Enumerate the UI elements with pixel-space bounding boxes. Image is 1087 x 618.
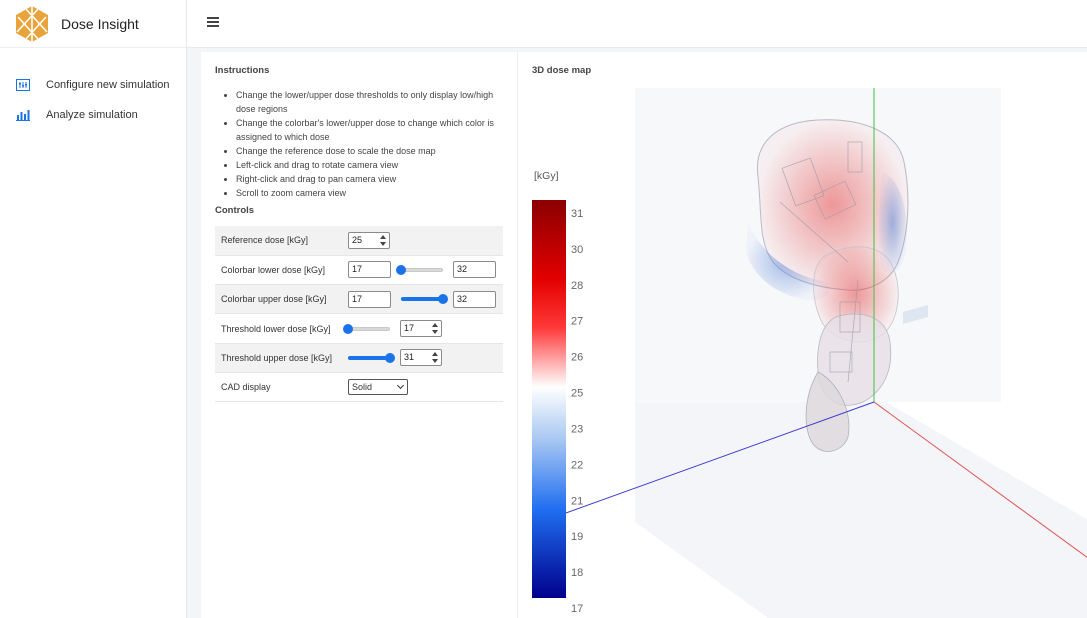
- sliders-chart-icon: [16, 79, 30, 91]
- sidebar-item-label: Analyze simulation: [46, 109, 138, 121]
- slider-thumb[interactable]: [343, 323, 353, 334]
- colorbar-tick-label: 26: [571, 352, 583, 364]
- cad-display-value: Solid: [352, 382, 373, 393]
- colorbar-tick-label: 22: [571, 459, 583, 471]
- threshold-upper-label: Threshold upper dose [kGy]: [215, 343, 348, 373]
- slider-thumb[interactable]: [438, 294, 448, 305]
- settings-panel: Instructions Change the lower/upper dose…: [201, 52, 517, 618]
- colorbar-lower-input[interactable]: 17: [348, 261, 391, 279]
- spinner-arrows-icon[interactable]: [432, 352, 438, 364]
- instruction-item: Change the reference dose to scale the d…: [236, 144, 511, 158]
- colorbar-tick-label: 19: [571, 531, 583, 543]
- threshold-upper-slider[interactable]: [348, 352, 395, 363]
- colorbar-tick-label: 27: [571, 316, 583, 328]
- app-title: Dose Insight: [61, 15, 139, 32]
- colorbar-upper-slider[interactable]: [401, 294, 448, 305]
- colorbar-lower-slider[interactable]: [396, 264, 443, 275]
- threshold-lower-input[interactable]: 17: [400, 320, 442, 338]
- sidebar-nav: Configure new simulation Analyze simulat…: [0, 48, 186, 130]
- instruction-item: Change the lower/upper dose thresholds t…: [236, 88, 511, 116]
- threshold-upper-value: 31: [404, 352, 415, 363]
- control-row-colorbar-lower: Colorbar lower dose [kGy] 17 32: [215, 255, 503, 286]
- spinner-arrows-icon[interactable]: [380, 234, 386, 246]
- main-content: Instructions Change the lower/upper dose…: [187, 48, 1087, 618]
- spinner-arrows-icon[interactable]: [432, 323, 438, 335]
- threshold-upper-input[interactable]: 31: [400, 349, 442, 367]
- colorbar-gradient: [532, 200, 566, 598]
- colorbar-upper-label: Colorbar upper dose [kGy]: [215, 284, 348, 315]
- instruction-item: Right-click and drag to pan camera view: [236, 172, 511, 186]
- bar-chart-icon: [16, 110, 30, 121]
- cad-display-select[interactable]: Solid: [348, 379, 408, 396]
- y-axis-line: [551, 401, 875, 519]
- instruction-item: Left-click and drag to rotate camera vie…: [236, 158, 511, 172]
- control-row-cad-display: CAD display Solid: [215, 372, 503, 403]
- colorbar-tick-label: 31: [571, 208, 583, 220]
- colorbar-lower-max-input[interactable]: 32: [453, 261, 496, 279]
- colorbar-unit-label: [kGy]: [534, 170, 559, 182]
- cad-display-label: CAD display: [215, 372, 348, 403]
- threshold-lower-slider[interactable]: [343, 323, 390, 334]
- colorbar-tick-label: 21: [571, 495, 583, 507]
- instructions-title: Instructions: [215, 65, 270, 76]
- reference-dose-value: 25: [352, 234, 363, 245]
- colorbar-tick-label: 18: [571, 567, 583, 579]
- brand[interactable]: Dose Insight: [0, 0, 186, 48]
- menu-toggle-icon[interactable]: [207, 17, 219, 27]
- colorbar-tick-label: 28: [571, 280, 583, 292]
- instruction-item: Change the colorbar's lower/upper dose t…: [236, 116, 511, 144]
- control-row-threshold-lower: Threshold lower dose [kGy] 17: [215, 313, 503, 344]
- sidebar-item-configure-new-simulation[interactable]: Configure new simulation: [0, 70, 186, 100]
- colorbar-tick-label: 17: [571, 603, 583, 615]
- colorbar-lower-label: Colorbar lower dose [kGy]: [215, 255, 348, 286]
- sidebar-item-analyze-simulation[interactable]: Analyze simulation: [0, 100, 186, 130]
- controls-title: Controls: [215, 205, 255, 216]
- control-row-colorbar-upper: Colorbar upper dose [kGy] 17 32: [215, 284, 503, 315]
- controls-table: Reference dose [kGy] 25 Colorbar lower d…: [215, 226, 503, 403]
- slider-thumb[interactable]: [396, 264, 406, 275]
- colorbar-upper-input[interactable]: 17: [348, 290, 391, 308]
- control-row-threshold-upper: Threshold upper dose [kGy] 31: [215, 343, 503, 373]
- control-row-reference-dose: Reference dose [kGy] 25: [215, 226, 503, 256]
- reference-dose-input[interactable]: 25: [348, 231, 390, 249]
- threshold-lower-label: Threshold lower dose [kGy]: [215, 313, 348, 344]
- colorbar-ticks: 31 30 28 27 26 25 23 22 21 19 18 17: [571, 208, 583, 615]
- dose-map-panel: 3D dose map: [517, 52, 1087, 618]
- dose-map-plot[interactable]: [kGy] 31 30 28 27 26 25 23 22 21 19 18 17: [518, 52, 1087, 618]
- app-logo-icon: [16, 5, 48, 42]
- instructions-list: Change the lower/upper dose thresholds t…: [215, 88, 511, 200]
- dose-map-title: 3D dose map: [532, 65, 592, 76]
- colorbar-tick-label: 23: [571, 423, 583, 435]
- sidebar: Dose Insight Configure new simulation: [0, 0, 187, 618]
- top-bar: [187, 0, 1087, 48]
- x-axis-line: [873, 401, 1087, 558]
- threshold-lower-value: 17: [404, 323, 415, 334]
- sidebar-item-label: Configure new simulation: [46, 79, 170, 91]
- axes: [551, 88, 1087, 558]
- chevron-down-icon: [396, 382, 405, 390]
- reference-dose-label: Reference dose [kGy]: [215, 226, 348, 256]
- instruction-item: Scroll to zoom camera view: [236, 186, 511, 200]
- colorbar-tick-label: 30: [571, 244, 583, 256]
- cad-model: [746, 119, 928, 452]
- colorbar-tick-label: 25: [571, 388, 583, 400]
- slider-thumb[interactable]: [385, 352, 395, 363]
- colorbar-upper-max-input[interactable]: 32: [453, 290, 496, 308]
- colorbar: [kGy] 31 30 28 27 26 25 23 22 21 19 18 17: [532, 170, 583, 615]
